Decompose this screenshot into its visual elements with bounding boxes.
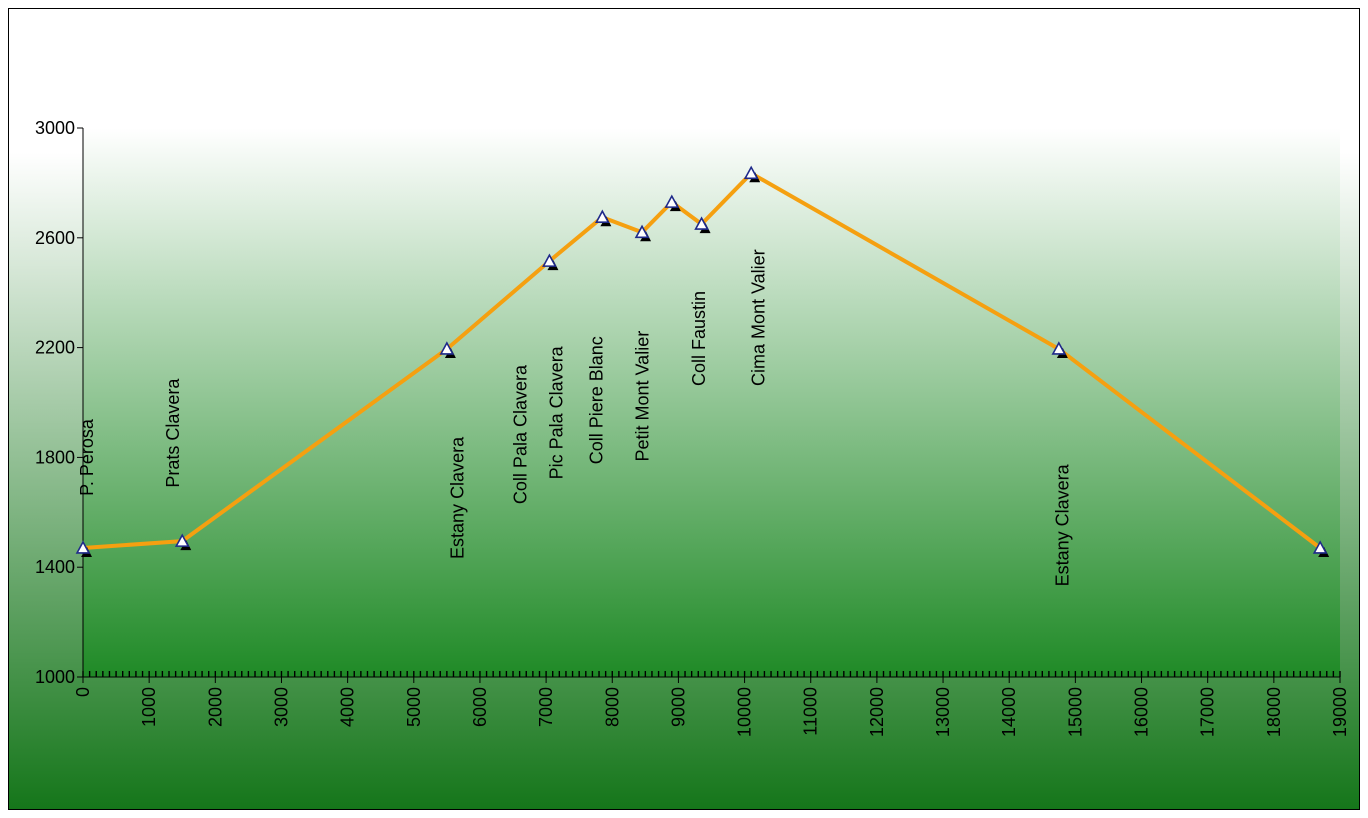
x-tick-label: 3000 [271, 687, 291, 727]
waypoint-label: Estany Clavera [1053, 463, 1073, 586]
waypoint-marker [1312, 540, 1328, 554]
y-tick-label: 2600 [35, 228, 75, 248]
waypoint-label: Petit Mont Valier [633, 331, 653, 462]
waypoint-marker [743, 165, 759, 180]
x-tick-label: 10000 [735, 687, 755, 737]
x-tick-label: 16000 [1132, 687, 1152, 737]
x-tick-label: 13000 [933, 687, 953, 737]
y-tick-label: 1400 [35, 557, 75, 577]
y-tick-label: 1800 [35, 447, 75, 467]
waypoint-label: Coll Pala Clavera [510, 364, 530, 504]
waypoint-marker [174, 533, 190, 547]
x-tick-label: 19000 [1330, 687, 1350, 737]
x-tick-labels: 0 1000 2000 3000 4000 5000 6000 7000 8000 9000 100… [73, 677, 1350, 737]
waypoint-labels: P. Perosa Prats Clavera Estany Clavera Coll… [77, 249, 1073, 586]
waypoint-label: Cima Mont Valier [748, 249, 768, 386]
x-tick-label: 12000 [867, 687, 887, 737]
x-tick-label: 5000 [404, 687, 424, 727]
x-tick-label: 7000 [536, 687, 556, 727]
x-tick-label: 17000 [1198, 687, 1218, 737]
waypoint-marker [694, 216, 709, 230]
waypoint-marker [75, 540, 91, 554]
waypoint-markers [75, 165, 1330, 557]
x-tick-label: 9000 [668, 687, 688, 727]
waypoint-marker [634, 224, 650, 239]
waypoint-label: P. Perosa [77, 418, 97, 496]
waypoint-marker [439, 341, 455, 355]
x-tick-label: 4000 [338, 687, 358, 727]
y-tick-label: 1000 [35, 667, 75, 687]
waypoint-marker [664, 194, 680, 208]
x-tick-label: 15000 [1065, 687, 1085, 737]
waypoint-marker [542, 253, 557, 267]
waypoint-marker [594, 209, 610, 224]
x-minor-ticks [82, 671, 1341, 677]
y-tick-label: 2200 [35, 338, 75, 358]
x-tick-label: 8000 [602, 687, 622, 727]
x-tick-label: 0 [73, 687, 93, 697]
x-tick-label: 6000 [470, 687, 490, 727]
y-tick-labels: 1000 1400 1800 2200 2600 3000 [35, 118, 83, 687]
waypoint-label: Estany Clavera [447, 436, 467, 559]
x-tick-label: 2000 [205, 687, 225, 727]
waypoint-label: Coll Faustin [689, 291, 709, 386]
waypoint-marker [1051, 341, 1067, 355]
x-tick-label: 1000 [139, 687, 159, 727]
waypoint-label: Pic Pala Clavera [547, 345, 567, 479]
x-tick-label: 11000 [801, 687, 821, 736]
waypoint-label: Coll Piere Blanc [586, 336, 606, 464]
waypoint-label: Prats Clavera [163, 378, 183, 488]
y-tick-label: 3000 [35, 118, 75, 138]
x-tick-label: 14000 [999, 687, 1019, 737]
x-tick-label: 18000 [1264, 687, 1284, 737]
plot-area [83, 128, 1340, 677]
